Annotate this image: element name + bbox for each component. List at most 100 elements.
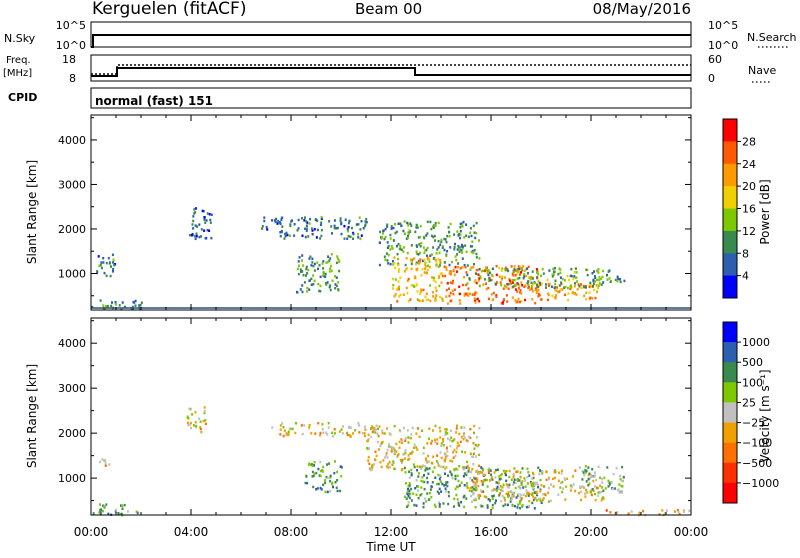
velocity-cell: [329, 490, 332, 493]
velocity-cell: [446, 437, 449, 440]
power-cell: [322, 271, 325, 274]
velocity-cell: [630, 510, 633, 513]
velocity-cell: [473, 484, 476, 488]
power-cell: [514, 283, 516, 287]
velocity-cell: [427, 472, 430, 475]
velocity-cell: [589, 491, 592, 494]
velocity-cell: [458, 465, 461, 468]
velocity-cell: [444, 483, 447, 486]
velocity-cell: [410, 473, 413, 477]
power-cell: [413, 257, 416, 260]
velocity-cell: [588, 482, 591, 485]
power-cell: [348, 219, 351, 223]
power-cell: [301, 270, 304, 273]
power-cell: [619, 280, 622, 284]
velocity-cell: [501, 494, 504, 498]
velocity-cell: [436, 438, 439, 441]
velocity-cell: [514, 486, 517, 490]
velocity-cell: [480, 466, 483, 469]
velocity-cell: [118, 512, 121, 516]
velocity-cell: [408, 496, 411, 500]
velocity-cell: [460, 481, 463, 484]
power-cell: [426, 254, 428, 258]
power-cell: [520, 292, 523, 295]
power-cell: [335, 227, 338, 230]
power-cell: [309, 217, 312, 221]
velocity-cell: [545, 470, 548, 474]
power-cell: [417, 253, 420, 256]
power-cell: [474, 299, 476, 302]
power-cell: [472, 224, 475, 228]
power-cell: [276, 222, 279, 225]
velocity-cell: [571, 475, 574, 478]
power-cell: [445, 254, 448, 258]
velocity-cell: [535, 490, 538, 494]
velocity-cell: [334, 481, 337, 484]
power-cell: [530, 275, 533, 279]
power-cell: [531, 290, 534, 293]
power-cell: [263, 219, 266, 223]
power-cell: [440, 238, 443, 242]
power-cell: [462, 283, 464, 287]
velocity-cell: [557, 493, 560, 496]
velocity-cell: [407, 504, 410, 507]
power-cell: [511, 296, 514, 299]
power-cell: [460, 222, 463, 225]
power-cell: [396, 252, 399, 256]
power-cell: [478, 239, 480, 242]
power-cell: [347, 230, 349, 233]
power-cell: [616, 275, 619, 279]
power-cell: [279, 222, 282, 226]
power-cell: [606, 278, 609, 281]
power-cell: [490, 273, 493, 277]
velocity-cell: [406, 490, 409, 494]
power-cell: [209, 221, 212, 224]
velocity-cell: [279, 428, 282, 431]
velocity-cell: [446, 432, 449, 435]
velocity-cell: [449, 438, 451, 442]
power-cell: [411, 258, 414, 261]
velocity-cell: [459, 440, 462, 444]
nsky-label: N.Sky: [4, 32, 36, 45]
velocity-cell: [586, 491, 589, 494]
velocity-cell: [521, 467, 524, 470]
nave-tick-bottom: 0: [708, 72, 715, 85]
velocity-cell: [482, 473, 485, 476]
velocity-cell: [590, 475, 592, 479]
power-cell: [304, 216, 306, 219]
power-cell: [451, 289, 454, 292]
power-cell: [452, 279, 454, 283]
power-cell: [406, 221, 409, 225]
date-title: 08/May/2016: [593, 0, 691, 18]
velocity-cell: [444, 433, 447, 437]
velocity-cell: [327, 421, 330, 425]
power-cell: [527, 265, 530, 269]
power-cell: [398, 295, 401, 298]
velocity-cell: [618, 491, 621, 494]
power-cell: [486, 269, 489, 273]
velocity-cell: [658, 513, 661, 516]
power-cell: [422, 288, 425, 292]
velocity-cell: [603, 476, 606, 480]
velocity-cell: [541, 498, 544, 502]
power-cell: [488, 297, 490, 301]
velocity-cell: [436, 454, 439, 457]
velocity-cell: [285, 432, 288, 435]
velocity-cell: [486, 504, 489, 507]
power-cell: [500, 283, 503, 287]
power-cell: [506, 283, 509, 286]
velocity-cell: [605, 509, 608, 512]
freq-line: [91, 67, 691, 77]
velocity-cell: [402, 453, 405, 456]
power-cell: [431, 291, 434, 294]
velocity-cell: [189, 421, 192, 425]
power-cell: [338, 269, 341, 273]
power-cell: [514, 273, 517, 277]
power-cell: [422, 259, 424, 263]
velocity-cell: [439, 436, 442, 439]
velocity-cell: [489, 469, 492, 472]
velocity-cell: [328, 462, 331, 465]
power-cell: [509, 281, 512, 285]
velocity-cell: [405, 482, 407, 485]
power-cell: [602, 269, 605, 273]
